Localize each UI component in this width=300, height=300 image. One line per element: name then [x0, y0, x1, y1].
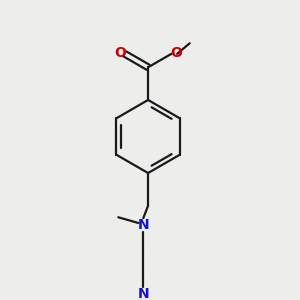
Text: N: N [137, 218, 149, 232]
Text: O: O [170, 46, 182, 60]
Text: N: N [137, 287, 149, 300]
Text: O: O [114, 46, 126, 60]
